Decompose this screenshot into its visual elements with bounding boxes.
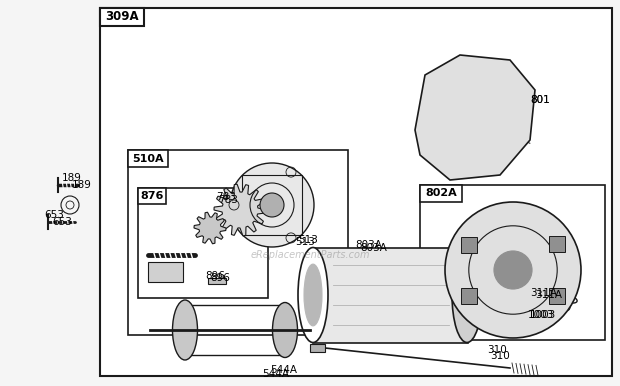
Bar xyxy=(313,248,468,343)
Wedge shape xyxy=(288,331,295,339)
Circle shape xyxy=(472,112,488,128)
Wedge shape xyxy=(302,330,308,338)
Ellipse shape xyxy=(250,305,262,355)
Ellipse shape xyxy=(144,262,152,282)
Text: 189: 189 xyxy=(62,173,82,183)
Text: 310: 310 xyxy=(487,345,507,355)
Circle shape xyxy=(260,193,284,217)
Text: 510A: 510A xyxy=(132,154,164,164)
Ellipse shape xyxy=(273,303,298,357)
Ellipse shape xyxy=(214,305,226,355)
Ellipse shape xyxy=(183,305,197,355)
Text: 653: 653 xyxy=(44,210,64,220)
Text: 1003: 1003 xyxy=(530,310,556,320)
Bar xyxy=(128,150,168,167)
Wedge shape xyxy=(293,320,301,325)
Bar xyxy=(100,8,144,26)
Polygon shape xyxy=(214,184,266,236)
Ellipse shape xyxy=(238,305,250,355)
Circle shape xyxy=(445,202,581,338)
Ellipse shape xyxy=(452,247,482,342)
Wedge shape xyxy=(294,335,303,340)
Text: 513: 513 xyxy=(298,235,318,245)
Bar xyxy=(420,185,605,340)
Text: 896: 896 xyxy=(210,273,230,283)
Text: 311A: 311A xyxy=(530,288,557,298)
Ellipse shape xyxy=(273,305,287,355)
Text: 783: 783 xyxy=(218,195,238,205)
Wedge shape xyxy=(288,322,294,330)
Text: 1003: 1003 xyxy=(528,310,554,320)
Polygon shape xyxy=(310,344,325,352)
Ellipse shape xyxy=(262,305,274,355)
Bar xyxy=(549,288,565,303)
Text: 311A: 311A xyxy=(535,290,562,300)
Bar xyxy=(148,262,183,282)
Ellipse shape xyxy=(298,247,328,342)
Bar xyxy=(138,188,268,298)
Text: 513: 513 xyxy=(295,237,315,247)
Bar xyxy=(549,237,565,252)
Text: eReplacementParts.com: eReplacementParts.com xyxy=(250,250,370,260)
Wedge shape xyxy=(301,321,308,329)
Ellipse shape xyxy=(304,264,322,326)
Bar xyxy=(100,8,612,376)
Circle shape xyxy=(462,102,498,138)
Text: 803A: 803A xyxy=(355,240,382,250)
Circle shape xyxy=(230,163,314,247)
Bar xyxy=(128,150,348,335)
Text: 803A: 803A xyxy=(360,243,387,253)
Text: 653: 653 xyxy=(52,217,72,227)
Polygon shape xyxy=(194,212,226,244)
Ellipse shape xyxy=(226,305,238,355)
Bar xyxy=(242,175,302,235)
Text: 544A: 544A xyxy=(262,369,289,379)
Ellipse shape xyxy=(202,305,214,355)
Text: 309A: 309A xyxy=(105,10,139,24)
Polygon shape xyxy=(415,55,535,180)
Circle shape xyxy=(494,251,532,289)
Text: 783: 783 xyxy=(216,192,236,202)
Bar xyxy=(208,278,226,284)
Ellipse shape xyxy=(190,305,202,355)
Text: 189: 189 xyxy=(72,180,92,190)
Text: 544A: 544A xyxy=(270,365,297,375)
Bar xyxy=(461,237,477,252)
Text: 801: 801 xyxy=(530,95,550,105)
Text: 802A: 802A xyxy=(425,188,457,198)
Text: 801: 801 xyxy=(530,95,550,105)
Bar xyxy=(420,185,462,202)
Bar xyxy=(138,188,166,204)
Ellipse shape xyxy=(172,300,198,360)
Text: 876: 876 xyxy=(140,191,164,201)
Text: 896: 896 xyxy=(205,271,225,281)
Bar xyxy=(461,288,477,303)
Text: 310: 310 xyxy=(490,351,510,361)
